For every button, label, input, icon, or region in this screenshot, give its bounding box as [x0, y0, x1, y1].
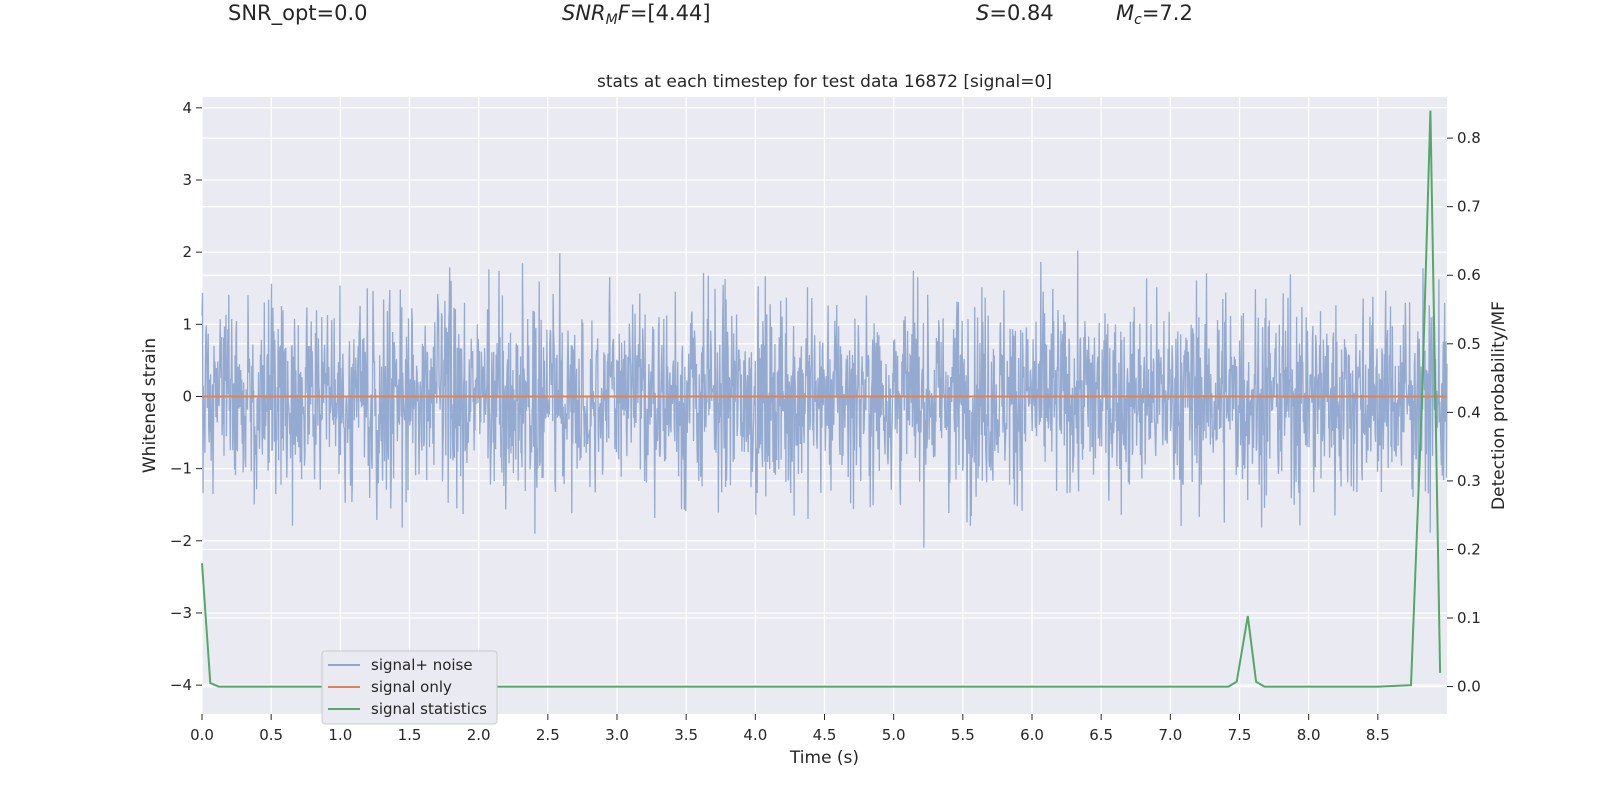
x-tick-label: 0.0 [190, 726, 214, 744]
y-tick-label: 1 [182, 315, 192, 333]
x-tick-label: 8.5 [1366, 726, 1390, 744]
y-tick-label: −2 [170, 532, 192, 550]
y-tick-label: 2 [182, 243, 192, 261]
snr-mf-value: =[4.44] [629, 1, 711, 25]
x-tick-label: 1.0 [328, 726, 352, 744]
x-tick-label: 2.0 [467, 726, 491, 744]
y-tick-label: −4 [170, 676, 192, 694]
chart-title: stats at each timestep for test data 168… [597, 72, 1052, 92]
legend: signal+ noise signal only signal statistic… [321, 650, 498, 725]
x-tick-label: 6.5 [1089, 726, 1113, 744]
snr-mf-label: SNRMF=[4.44] [562, 0, 711, 33]
y-tick-label: 4 [182, 99, 192, 117]
y2-tick-label: 0.2 [1457, 540, 1481, 558]
x-tick-label: 2.5 [536, 726, 560, 744]
x-tick-label: 0.5 [259, 726, 283, 744]
mc-var: M [1116, 1, 1135, 25]
x-tick-label: 4.5 [813, 726, 837, 744]
y2-tick-label: 0.3 [1457, 472, 1481, 490]
mc-sub: c [1134, 12, 1142, 28]
legend-label: signal only [371, 678, 452, 696]
snr-mf-var: SNR [562, 1, 606, 25]
snr-mf-sub: M [605, 12, 618, 28]
x-tick-label: 5.0 [882, 726, 906, 744]
legend-box [321, 650, 498, 725]
x-tick-label: 3.0 [605, 726, 629, 744]
signal-noise-line [201, 250, 1448, 548]
x-tick-label: 8.0 [1297, 726, 1321, 744]
y-axis-label: Whitened strain [140, 338, 160, 473]
y2-axis-label: Detection probability/MF [1489, 301, 1509, 510]
x-tick-label: 1.5 [398, 726, 422, 744]
snr-mf-rest: F [617, 1, 630, 25]
snr-opt-label: SNR_opt=0.0 [228, 1, 368, 25]
x-tick-label: 3.5 [674, 726, 698, 744]
legend-label: signal statistics [371, 700, 487, 718]
s-label: S=0.84 [976, 0, 1054, 26]
s-var: S [976, 1, 990, 25]
y-tick-label: 3 [182, 171, 192, 189]
y-tick-label: −1 [170, 460, 192, 478]
x-axis-label: Time (s) [789, 748, 859, 768]
y2-tick-label: 0.1 [1457, 609, 1481, 627]
legend-label: signal+ noise [371, 656, 473, 674]
y2-tick-label: 0.4 [1457, 403, 1481, 421]
series-signal-noise [201, 250, 1448, 548]
x-tick-label: 7.5 [1228, 726, 1252, 744]
y-tick-label: 0 [182, 387, 192, 405]
x-tick-label: 4.0 [743, 726, 767, 744]
y-tick-label: −3 [170, 604, 192, 622]
s-value: =0.84 [989, 1, 1054, 25]
x-tick-label: 7.0 [1158, 726, 1182, 744]
y2-tick-label: 0.5 [1457, 335, 1481, 353]
axes: 0.0 0.5 1.0 1.5 2.0 2.5 3.0 3.5 4.0 4.5 5.0 5.5 6.0 6… [170, 99, 1481, 744]
mc-value: =7.2 [1141, 1, 1193, 25]
y2-tick-label: 0.7 [1457, 198, 1481, 216]
y2-tick-label: 0.0 [1457, 678, 1481, 696]
y2-tick-label: 0.6 [1457, 266, 1481, 284]
mc-label: Mc=7.2 [1116, 0, 1193, 33]
x-tick-label: 5.5 [951, 726, 975, 744]
x-tick-label: 6.0 [1020, 726, 1044, 744]
y2-tick-label: 0.8 [1457, 129, 1481, 147]
